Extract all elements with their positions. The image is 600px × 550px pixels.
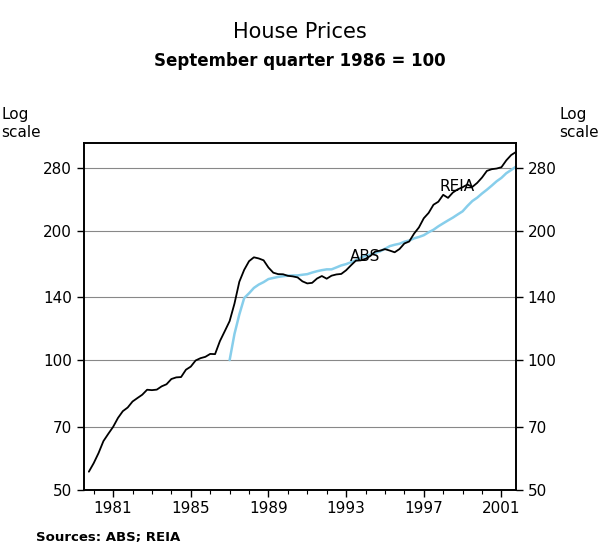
Text: Log
scale: Log scale [559, 107, 599, 140]
Text: September quarter 1986 = 100: September quarter 1986 = 100 [154, 52, 446, 70]
Text: ABS: ABS [350, 249, 380, 264]
Text: House Prices: House Prices [233, 22, 367, 42]
Text: REIA: REIA [439, 179, 475, 194]
Text: Log
scale: Log scale [1, 107, 41, 140]
Text: Sources: ABS; REIA: Sources: ABS; REIA [36, 531, 180, 544]
